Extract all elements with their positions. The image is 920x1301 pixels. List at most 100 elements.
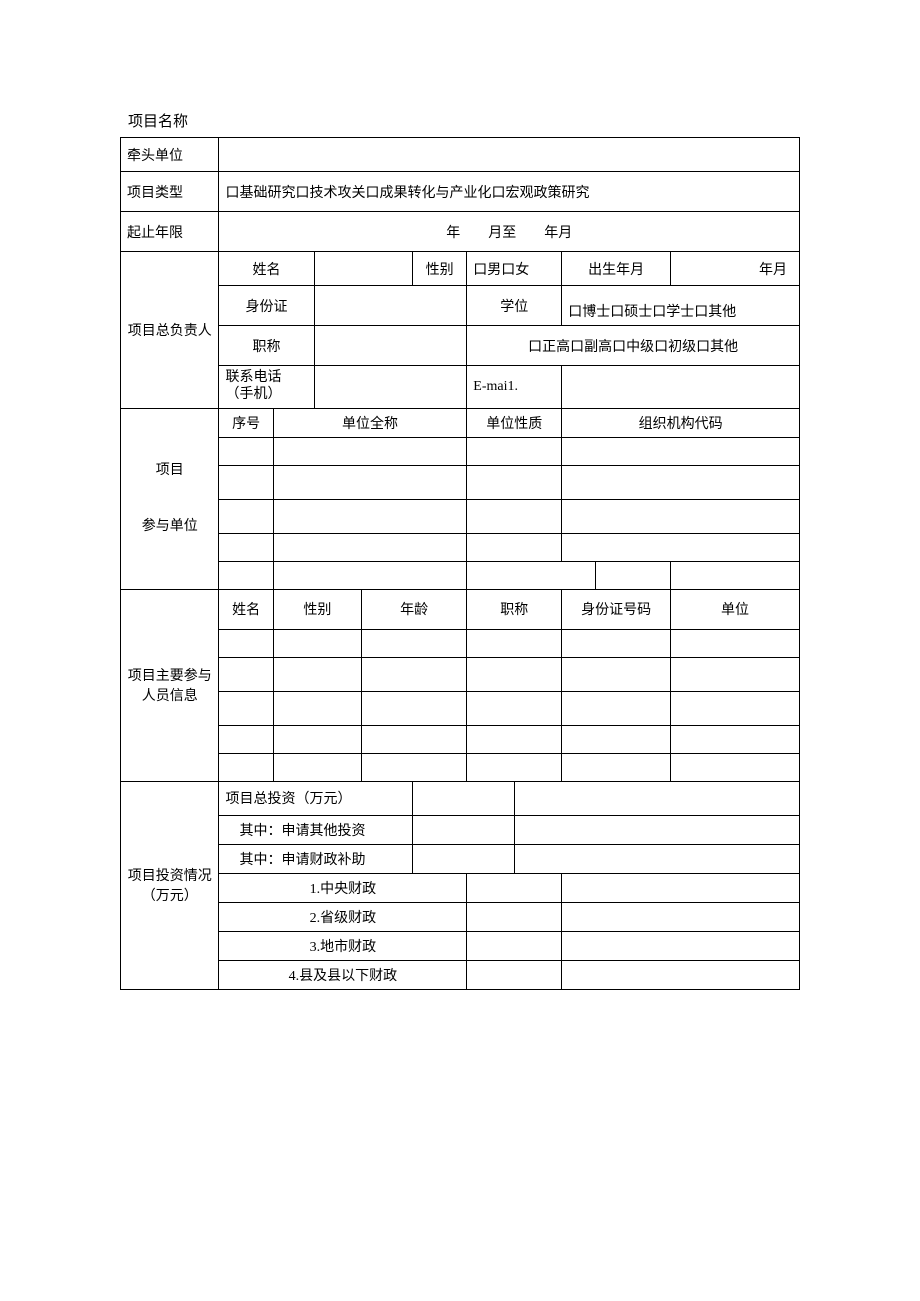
leader-idcard-label: 身份证 bbox=[219, 286, 314, 326]
unit-nature-header: 单位性质 bbox=[467, 408, 562, 437]
fiscal-invest-value2[interactable] bbox=[514, 844, 799, 873]
person-row[interactable] bbox=[362, 629, 467, 657]
person-row[interactable] bbox=[219, 753, 273, 781]
project-name-label: 项目名称 bbox=[120, 110, 800, 131]
unit-row[interactable] bbox=[467, 465, 562, 499]
unit-row[interactable] bbox=[219, 499, 273, 533]
person-row[interactable] bbox=[467, 753, 562, 781]
unit-row[interactable] bbox=[467, 499, 562, 533]
provincial-label: 2.省级财政 bbox=[219, 902, 467, 931]
total-invest-label: 项目总投资（万元） bbox=[219, 781, 412, 815]
city-value2[interactable] bbox=[562, 931, 800, 960]
leader-gender-options[interactable]: 口男口女 bbox=[467, 252, 562, 286]
unit-row[interactable] bbox=[596, 561, 671, 589]
unit-row[interactable] bbox=[467, 533, 562, 561]
leader-birth-value[interactable]: 年月 bbox=[670, 252, 799, 286]
leader-label: 项目总负责人 bbox=[121, 252, 219, 409]
leader-gender-label: 性别 bbox=[412, 252, 466, 286]
leader-birth-label: 出生年月 bbox=[562, 252, 671, 286]
lead-unit-value[interactable] bbox=[219, 138, 800, 172]
unit-row[interactable] bbox=[562, 533, 800, 561]
other-invest-value2[interactable] bbox=[514, 815, 799, 844]
person-row[interactable] bbox=[562, 725, 671, 753]
unit-row[interactable] bbox=[273, 465, 466, 499]
period-value[interactable]: 年 月至 年月 bbox=[219, 212, 800, 252]
project-type-options[interactable]: 口基础研究口技术攻关口成果转化与产业化口宏观政策研究 bbox=[219, 172, 800, 212]
leader-email-value[interactable] bbox=[562, 366, 800, 409]
leader-title-options[interactable]: 口正高口副高口中级口初级口其他 bbox=[467, 326, 800, 366]
leader-degree-label: 学位 bbox=[467, 286, 562, 326]
org-code-header: 组织机构代码 bbox=[562, 408, 800, 437]
person-row[interactable] bbox=[273, 629, 361, 657]
person-row[interactable] bbox=[467, 629, 562, 657]
form-table: 牵头单位 项目类型 口基础研究口技术攻关口成果转化与产业化口宏观政策研究 起止年… bbox=[120, 137, 800, 990]
unit-row[interactable] bbox=[219, 465, 273, 499]
unit-fullname-header: 单位全称 bbox=[273, 408, 466, 437]
city-label: 3.地市财政 bbox=[219, 931, 467, 960]
unit-row[interactable] bbox=[562, 437, 800, 465]
unit-row[interactable] bbox=[670, 561, 799, 589]
person-row[interactable] bbox=[467, 657, 562, 691]
person-row[interactable] bbox=[670, 753, 799, 781]
leader-title-value[interactable] bbox=[314, 326, 467, 366]
unit-row[interactable] bbox=[467, 437, 562, 465]
p-age-header: 年龄 bbox=[362, 589, 467, 629]
unit-row[interactable] bbox=[219, 561, 273, 589]
person-row[interactable] bbox=[362, 657, 467, 691]
county-value[interactable] bbox=[467, 960, 562, 989]
unit-row[interactable] bbox=[273, 437, 466, 465]
unit-row[interactable] bbox=[219, 437, 273, 465]
seq-header: 序号 bbox=[219, 408, 273, 437]
leader-name-label: 姓名 bbox=[219, 252, 314, 286]
person-row[interactable] bbox=[219, 629, 273, 657]
provincial-value[interactable] bbox=[467, 902, 562, 931]
county-value2[interactable] bbox=[562, 960, 800, 989]
person-row[interactable] bbox=[273, 753, 361, 781]
person-row[interactable] bbox=[670, 629, 799, 657]
provincial-value2[interactable] bbox=[562, 902, 800, 931]
person-row[interactable] bbox=[273, 725, 361, 753]
unit-row[interactable] bbox=[562, 499, 800, 533]
person-row[interactable] bbox=[219, 691, 273, 725]
person-row[interactable] bbox=[362, 691, 467, 725]
leader-degree-options[interactable]: 口博士口硕士口学士口其他 bbox=[562, 286, 800, 326]
person-row[interactable] bbox=[219, 657, 273, 691]
unit-row[interactable] bbox=[273, 561, 466, 589]
leader-phone-value[interactable] bbox=[314, 366, 467, 409]
person-row[interactable] bbox=[467, 725, 562, 753]
person-row[interactable] bbox=[670, 657, 799, 691]
person-row[interactable] bbox=[273, 657, 361, 691]
unit-row[interactable] bbox=[562, 465, 800, 499]
central-label: 1.中央财政 bbox=[219, 873, 467, 902]
person-row[interactable] bbox=[219, 725, 273, 753]
leader-email-label: E-mai1. bbox=[467, 366, 562, 409]
city-value[interactable] bbox=[467, 931, 562, 960]
person-row[interactable] bbox=[362, 725, 467, 753]
person-row[interactable] bbox=[273, 691, 361, 725]
p-unit-header: 单位 bbox=[670, 589, 799, 629]
unit-row[interactable] bbox=[273, 499, 466, 533]
leader-title-label: 职称 bbox=[219, 326, 314, 366]
person-row[interactable] bbox=[670, 691, 799, 725]
participating-units-label: 项目 参与单位 bbox=[121, 408, 219, 589]
person-row[interactable] bbox=[562, 657, 671, 691]
person-row[interactable] bbox=[562, 629, 671, 657]
central-value2[interactable] bbox=[562, 873, 800, 902]
other-invest-value[interactable] bbox=[412, 815, 514, 844]
leader-name-value[interactable] bbox=[314, 252, 412, 286]
personnel-label: 项目主要参与人员信息 bbox=[121, 589, 219, 781]
unit-row[interactable] bbox=[273, 533, 466, 561]
total-invest-value[interactable] bbox=[412, 781, 514, 815]
unit-row[interactable] bbox=[467, 561, 596, 589]
person-row[interactable] bbox=[467, 691, 562, 725]
person-row[interactable] bbox=[670, 725, 799, 753]
person-row[interactable] bbox=[362, 753, 467, 781]
fiscal-invest-value[interactable] bbox=[412, 844, 514, 873]
county-label: 4.县及县以下财政 bbox=[219, 960, 467, 989]
central-value[interactable] bbox=[467, 873, 562, 902]
person-row[interactable] bbox=[562, 691, 671, 725]
unit-row[interactable] bbox=[219, 533, 273, 561]
person-row[interactable] bbox=[562, 753, 671, 781]
total-invest-value2[interactable] bbox=[514, 781, 799, 815]
leader-idcard-value[interactable] bbox=[314, 286, 467, 326]
